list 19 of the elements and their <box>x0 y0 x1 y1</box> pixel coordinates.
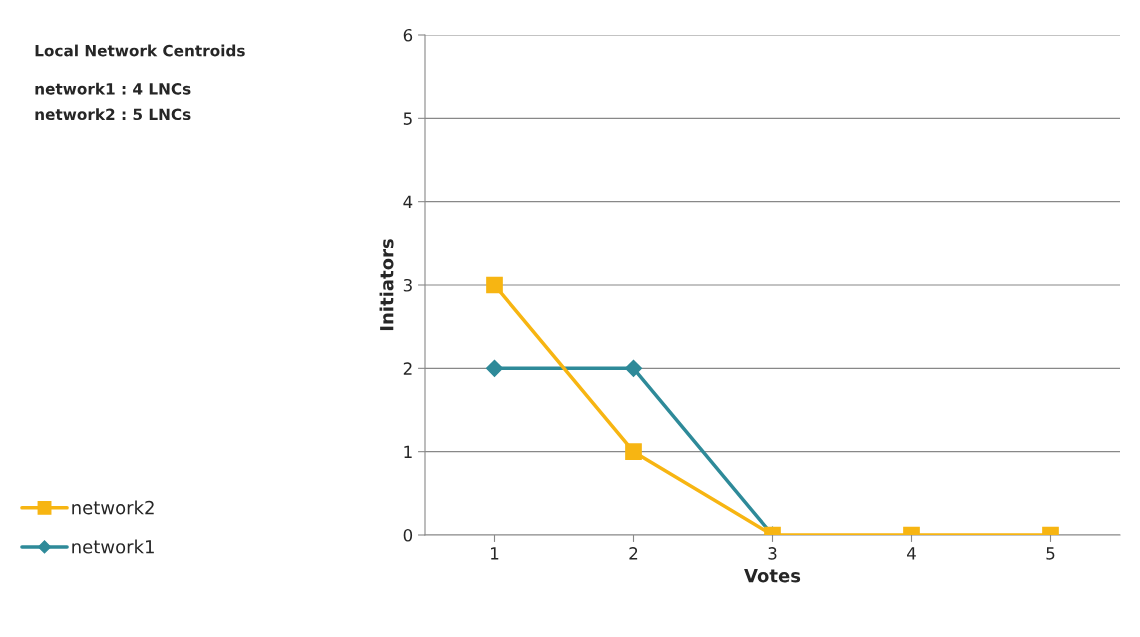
y-tick-label: 4 <box>403 195 413 208</box>
text: network1 : 4 LNCs <box>35 82 191 95</box>
text: network2 : 5 LNCs <box>35 108 191 121</box>
y-tick-label: 5 <box>403 112 412 125</box>
x-tick-label: 4 <box>907 547 916 560</box>
legend-label: network2 <box>72 500 154 515</box>
y-axis-title: Initiators <box>379 239 394 331</box>
x-tick-label: 3 <box>768 547 777 560</box>
x-tick-label: 1 <box>491 547 499 560</box>
y-tick-label: 0 <box>403 528 413 542</box>
x-tick-label: 2 <box>629 547 638 560</box>
y-tick-label: 6 <box>403 28 413 42</box>
x-tick-label: 5 <box>1046 547 1055 560</box>
legend-label: network1 <box>72 539 154 554</box>
y-tick-label: 2 <box>403 362 412 375</box>
x-axis-title: Votes <box>744 569 801 583</box>
y-tick-label: 3 <box>403 278 412 292</box>
text: Local Network Centroids <box>35 44 245 57</box>
y-tick-label: 1 <box>404 445 412 458</box>
